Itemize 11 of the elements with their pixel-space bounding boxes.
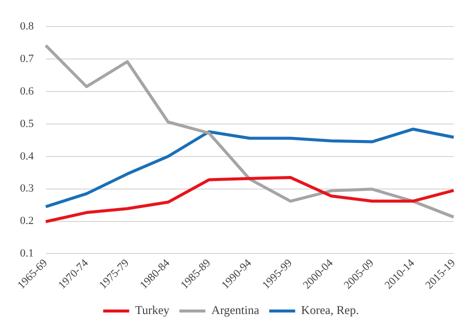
y-tick-label: 0.7: [20, 52, 34, 65]
y-tick-label: 0.6: [20, 85, 34, 98]
y-tick-label: 0.5: [20, 118, 34, 130]
legend-label: Korea, Rep.: [301, 303, 359, 318]
legend-label: Argentina: [211, 303, 260, 318]
y-tick-label: 0.2: [20, 215, 34, 228]
y-tick-label: 0.3: [20, 182, 34, 195]
legend-label: Turkey: [135, 303, 170, 318]
y-tick-label: 0.4: [20, 150, 34, 162]
y-tick-label: 0.1: [20, 248, 34, 260]
y-tick-label: 0.8: [20, 20, 34, 32]
